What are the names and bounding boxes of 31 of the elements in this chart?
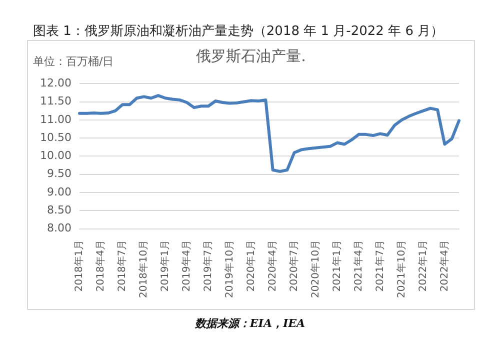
source-note: 数据来源：EIA，IEA <box>194 316 306 331</box>
x-tick-label: 2018年10月 <box>138 240 150 298</box>
x-tick-label: 2021年4月 <box>352 240 364 292</box>
y-tick-label: 10.00 <box>40 149 72 162</box>
y-tick-label: 8.00 <box>46 222 72 235</box>
y-tick-label: 10.50 <box>40 130 72 144</box>
x-tick-label: 2022年1月 <box>416 240 429 292</box>
x-tick-label: 2019年4月 <box>180 240 192 292</box>
x-tick-label: 2018年7月 <box>116 240 128 292</box>
y-tick-label: 12.00 <box>40 76 72 90</box>
y-tick-label: 11.50 <box>40 94 72 108</box>
x-tick-label: 2019年10月 <box>223 240 236 298</box>
x-tick-label: 2019年7月 <box>202 240 214 292</box>
x-tick-label: 2020年4月 <box>266 240 278 292</box>
x-tick-label: 2020年7月 <box>288 240 300 292</box>
y-axis-title: 单位：百万桶/日 <box>33 54 114 69</box>
x-tick-label: 2021年7月 <box>374 240 386 292</box>
y-tick-label: 9.00 <box>46 185 72 198</box>
x-tick-label: 2022年4月 <box>438 240 450 292</box>
y-tick-label: 9.50 <box>46 167 72 180</box>
x-tick-label: 2018年1月 <box>73 240 86 292</box>
x-tick-label: 2021年1月 <box>330 240 343 292</box>
x-tick-label: 2021年10月 <box>395 240 408 298</box>
y-tick-label: 8.50 <box>46 204 72 217</box>
x-tick-label: 2018年4月 <box>94 240 107 292</box>
x-tick-label: 2020年1月 <box>244 240 257 292</box>
x-tick-label: 2019年1月 <box>159 240 172 292</box>
y-tick-label: 11.00 <box>40 112 72 126</box>
chart-title: 图表 1：俄罗斯原油和凝析油产量走势（2018 年 1 月-2022 年 6 月） <box>33 23 444 40</box>
chart-subtitle: 俄罗斯石油产量. <box>196 47 306 65</box>
x-tick-label: 2020年10月 <box>309 240 322 298</box>
